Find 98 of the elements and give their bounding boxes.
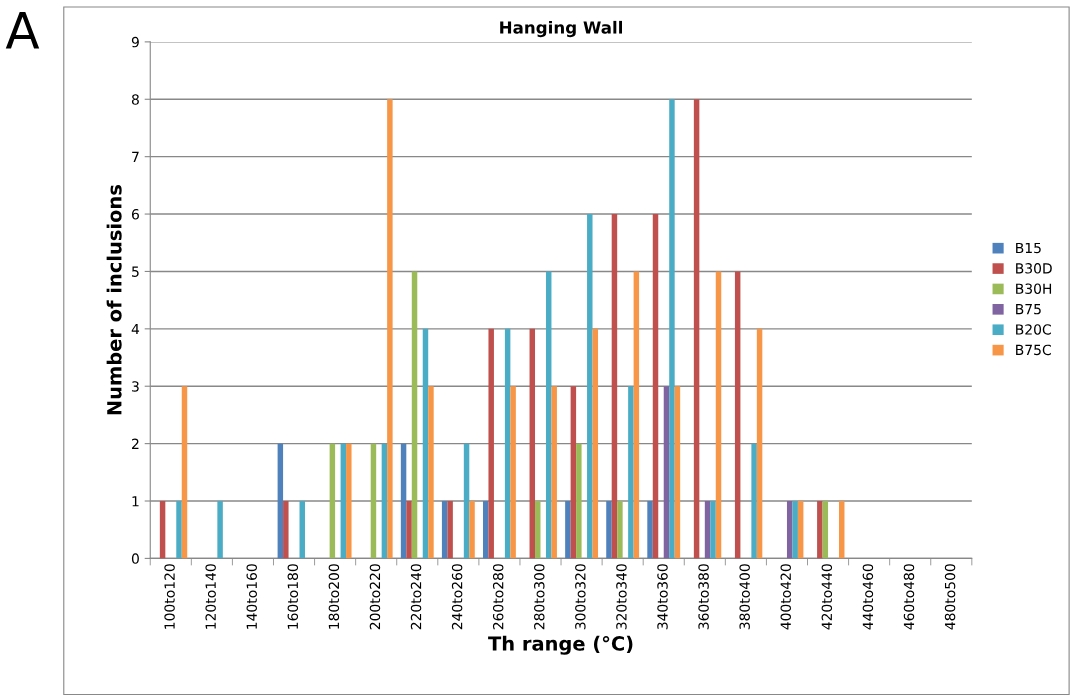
legend-label: B30D [1016,263,1052,274]
bar [428,386,434,559]
x-tick-label: 280to300 [534,564,545,630]
x-tick-label: 480to500 [944,564,956,630]
x-axis-title: Th range (°C) [488,635,633,655]
bar [792,501,798,559]
x-tick-label: 440to460 [862,564,874,630]
bar [441,501,448,559]
y-tick-label: 1 [132,496,139,507]
x-tick-label: 200to220 [369,564,381,630]
bar [669,99,675,559]
bar [606,501,612,559]
bar [822,501,829,559]
x-tick-label: 320to340 [616,564,627,630]
x-tick-label: 360to380 [698,564,709,630]
bar [529,328,536,559]
bar [751,443,757,559]
bar [181,386,188,559]
y-tick-label: 3 [132,381,139,392]
bar [652,214,659,559]
y-tick-label: 8 [131,94,139,105]
bar [710,501,716,559]
y-tick-label: 4 [131,323,140,335]
bar [786,501,793,559]
y-tick-label: 7 [132,151,139,162]
bar [283,501,289,559]
x-tick-label: 120to140 [205,564,216,629]
legend-label: B30H [1016,283,1052,294]
y-tick-label: 2 [132,438,139,449]
bar [756,328,763,559]
bar [535,501,541,559]
bar [576,443,582,559]
bar [592,328,599,559]
bar [797,501,804,559]
bar [370,443,377,559]
x-tick-label: 160to180 [287,564,299,629]
bar [633,271,640,559]
bar [346,443,352,559]
bar [715,271,722,559]
bar [329,443,336,559]
x-tick-label: 340to360 [657,564,668,630]
y-tick-label: 9 [131,36,139,48]
bar [693,99,700,559]
x-tick-label: 220to240 [410,564,422,630]
bar [611,214,618,559]
y-tick-label: 0 [131,553,139,564]
bar [704,501,711,559]
bar [570,386,577,559]
bar [422,328,429,559]
x-tick-label: 260to280 [492,564,504,630]
y-tick-label: 6 [131,209,139,220]
bar [387,99,393,559]
bar [647,501,653,559]
bar [565,501,571,559]
bar [545,271,552,559]
y-axis-title: Number of inclusions [106,185,122,415]
bar [217,501,223,559]
legend-label: B15 [1016,242,1041,254]
bar [551,386,557,559]
bar [510,386,516,559]
bar [469,501,475,559]
bar [663,386,670,559]
bar [411,271,418,559]
bar [400,443,407,559]
bar [159,501,166,559]
x-tick-label: 180to200 [328,564,340,629]
bar [381,443,388,559]
text: A [5,12,40,49]
bar [299,501,305,559]
bar [504,328,511,559]
bar [734,271,741,559]
bar [628,386,634,559]
x-tick-label: 100to120 [164,564,175,629]
bar [839,501,845,559]
bar [488,328,494,559]
x-tick-label: 140to160 [246,564,257,629]
bar [463,443,470,559]
x-tick-label: 300to320 [575,564,586,630]
bar [617,501,623,559]
bar [340,443,347,559]
bar [277,443,284,559]
legend-label: B75C [1016,344,1051,356]
bar [817,501,823,559]
bar [447,501,453,559]
x-tick-label: 380to400 [739,564,750,630]
legend-label: B20C [1016,324,1051,335]
bar [406,501,412,559]
x-tick-label: 400to420 [780,564,791,630]
bar [176,501,182,559]
x-tick-label: 420to440 [821,564,833,630]
y-tick-label: 5 [132,266,139,277]
x-tick-label: 240to260 [451,564,463,630]
bar [674,386,681,559]
legend-label: B75 [1016,304,1041,315]
bar [587,214,593,559]
bar [482,501,489,559]
chart-title: Hanging Wall [500,20,623,38]
x-tick-label: 460to480 [903,564,915,630]
